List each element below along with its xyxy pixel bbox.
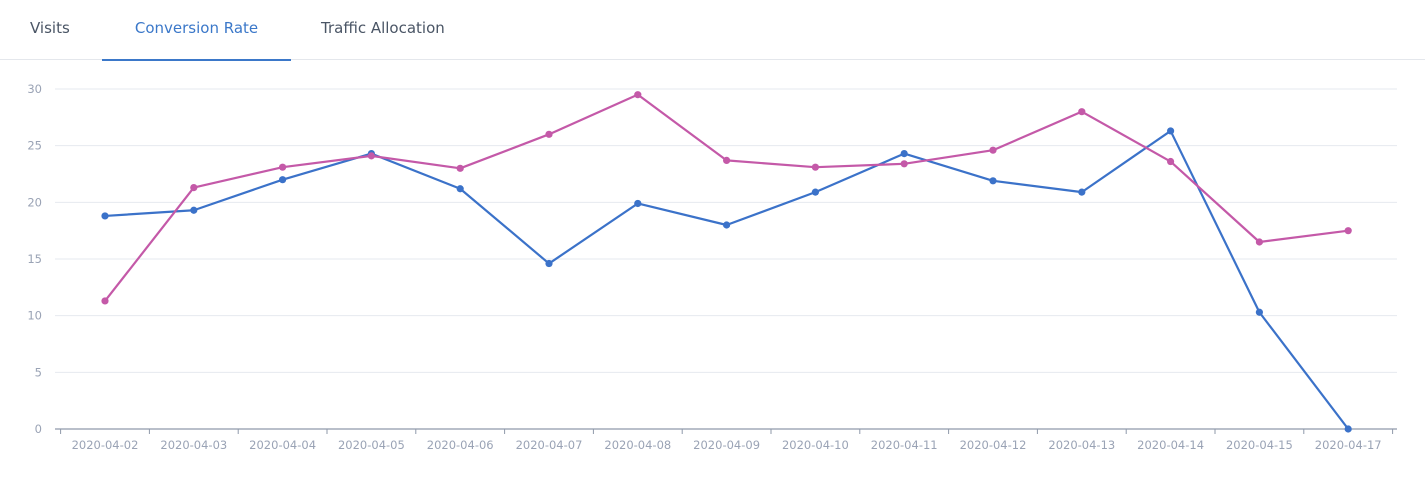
series-2-point	[545, 130, 553, 138]
series-2-point	[190, 184, 198, 192]
y-tick-label: 10	[27, 309, 42, 323]
series-2-point	[1344, 227, 1352, 235]
series-2-point	[279, 163, 287, 171]
x-tick-label: 2020-04-15	[1226, 438, 1293, 452]
series-1-point	[811, 188, 820, 196]
series-1-point	[279, 176, 287, 184]
series-1-point	[989, 177, 997, 185]
series-1-point	[634, 199, 642, 208]
x-tick-label: 2020-04-12	[960, 438, 1027, 452]
series-2-point	[634, 91, 642, 99]
series-2-line	[104, 93, 1349, 302]
tab-bar: Visits Conversion Rate Traffic Allocatio…	[0, 0, 1425, 61]
series-2-point	[900, 160, 908, 168]
y-tick-label: 5	[35, 365, 42, 379]
series-1-point	[545, 259, 553, 268]
tab-visits[interactable]: Visits	[30, 19, 70, 37]
tab-conversion-rate[interactable]: Conversion Rate	[134, 19, 259, 37]
x-axis-tick-labels: 2020-04-02 2020-04-03 2020-04-04 2020-04-05…	[60, 429, 1394, 452]
y-tick-label: 30	[27, 82, 42, 96]
series-1-point	[1255, 308, 1263, 316]
series-1-point	[101, 212, 109, 220]
x-tick-label: 2020-04-06	[427, 438, 494, 452]
y-axis-tick-labels: 0 5 10 15 20 25 30	[27, 82, 42, 436]
y-tick-label: 25	[27, 139, 42, 153]
series-2-point	[723, 156, 731, 164]
series-lines	[104, 93, 1350, 430]
x-tick-label: 2020-04-03	[160, 438, 227, 452]
series-1-point	[1167, 127, 1175, 135]
active-tab-indicator	[102, 59, 291, 61]
y-tick-label: 20	[27, 195, 42, 209]
grid-lines	[55, 88, 1397, 430]
series-1-point	[190, 206, 198, 214]
x-tick-label: 2020-04-11	[871, 438, 938, 452]
series-2-point	[367, 152, 375, 160]
tab-traffic-allocation[interactable]: Traffic Allocation	[321, 19, 445, 37]
y-tick-label: 15	[27, 252, 42, 266]
y-tick-label: 0	[35, 422, 42, 436]
series-2-point	[101, 297, 109, 305]
x-tick-label: 2020-04-08	[604, 438, 671, 452]
series-2-point	[989, 146, 997, 154]
series-1-line	[104, 129, 1350, 430]
series-1-point	[1078, 188, 1086, 196]
x-tick-label: 2020-04-02	[72, 438, 139, 452]
series-2-point	[1078, 108, 1086, 116]
series-2-point	[1255, 238, 1263, 246]
series-2-point	[811, 163, 820, 171]
series-1-point	[1344, 425, 1352, 433]
x-tick-label: 2020-04-09	[693, 438, 760, 452]
x-tick-label: 2020-04-07	[516, 438, 583, 452]
x-tick-label: 2020-04-13	[1048, 438, 1115, 452]
x-tick-label: 2020-04-14	[1137, 438, 1204, 452]
series-1-point	[456, 185, 464, 193]
series-2-point	[1167, 157, 1175, 166]
x-tick-label: 2020-04-04	[249, 438, 316, 452]
x-tick-label: 2020-04-17	[1315, 438, 1382, 452]
series-1-point	[723, 221, 731, 229]
x-tick-label: 2020-04-05	[338, 438, 405, 452]
series-1-point	[900, 150, 908, 158]
x-tick-label: 2020-04-10	[782, 438, 849, 452]
series-points	[101, 91, 1352, 433]
series-2-point	[456, 164, 464, 172]
